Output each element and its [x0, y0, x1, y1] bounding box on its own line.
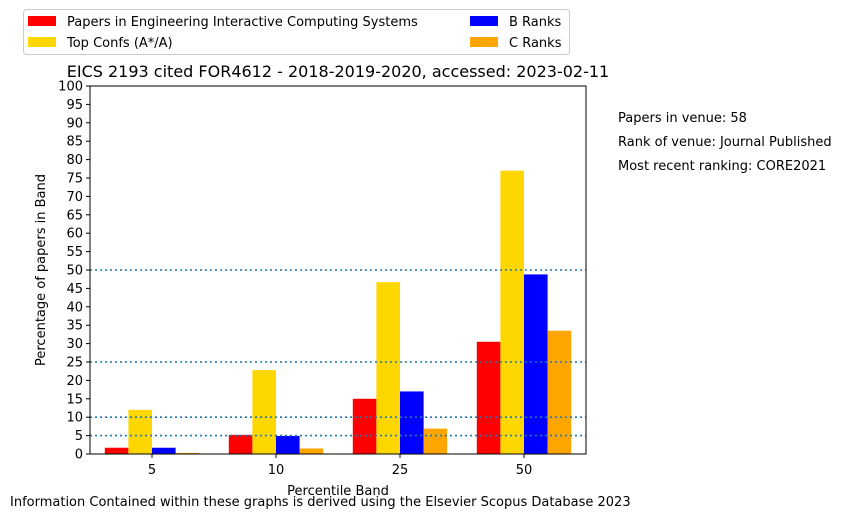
legend-swatch — [28, 16, 56, 26]
y-tick-label: 90 — [66, 116, 83, 131]
y-tick-label: 0 — [75, 448, 83, 463]
y-tick-label: 30 — [66, 337, 83, 352]
bar-b-ranks-50 — [524, 274, 548, 454]
x-tick-label: 5 — [148, 463, 156, 478]
bar-top-confs-a-a--50 — [500, 170, 524, 454]
x-tick-label: 25 — [392, 463, 409, 478]
y-tick-label: 85 — [66, 135, 83, 150]
bar-c-ranks-5 — [175, 452, 200, 454]
bar-top-confs-a-a--25 — [376, 282, 400, 454]
y-tick-label: 80 — [66, 153, 83, 168]
y-tick-label: 95 — [66, 98, 83, 113]
bar-c-ranks-10 — [299, 448, 324, 454]
legend: Papers in Engineering Interactive Comput… — [23, 9, 570, 55]
rank-of-venue-note: Rank of venue: Journal Published — [618, 135, 832, 150]
legend-swatch — [470, 37, 498, 47]
y-tick-label: 60 — [66, 227, 83, 242]
bar-top-confs-a-a--10 — [252, 370, 276, 454]
legend-swatch — [28, 37, 56, 47]
x-tick-label: 50 — [516, 463, 533, 478]
y-tick-label: 100 — [58, 80, 83, 95]
bar-b-ranks-10 — [276, 435, 300, 454]
bar-b-ranks-5 — [152, 447, 176, 454]
y-tick-label: 45 — [66, 282, 83, 297]
legend-label: Papers in Engineering Interactive Comput… — [67, 15, 418, 30]
axes-frame — [89, 85, 587, 455]
legend-box — [23, 9, 570, 55]
y-tick-label: 70 — [66, 190, 83, 205]
y-tick-label: 65 — [66, 208, 83, 223]
legend-entry: C Ranks — [470, 36, 562, 51]
plot-area: 5 10 25 50 0 5 10 15 20 25 30 35 40 45 50 55 60 65 70 75 80 8… — [58, 80, 587, 478]
y-tick-label: 10 — [66, 411, 83, 426]
bar-top-confs-a-a--5 — [128, 409, 152, 454]
legend-entry: Papers in Engineering Interactive Comput… — [28, 15, 418, 30]
y-tick-label: 75 — [66, 172, 83, 187]
legend-entry: B Ranks — [470, 15, 562, 30]
y-tick-label: 40 — [66, 300, 83, 315]
y-tick-label: 20 — [66, 374, 83, 389]
y-tick-label: 25 — [66, 356, 83, 371]
bar-c-ranks-25 — [423, 428, 448, 454]
legend-swatch — [470, 16, 498, 26]
y-tick-label: 35 — [66, 319, 83, 334]
bar-papers-in-engineering-interactive-computing-systems-50 — [476, 341, 501, 454]
papers-in-venue-note: Papers in venue: 58 — [618, 111, 747, 126]
x-tick-label: 10 — [268, 463, 285, 478]
bar-b-ranks-25 — [400, 391, 424, 454]
legend-entry: Top Confs (A*/A) — [28, 36, 173, 51]
y-axis-label: Percentage of papers in Band — [34, 174, 49, 366]
legend-label: Top Confs (A*/A) — [66, 36, 173, 51]
chart-title: EICS 2193 cited FOR4612 - 2018-2019-2020… — [67, 62, 609, 81]
y-tick-label: 50 — [66, 264, 83, 279]
y-tick-label: 5 — [75, 429, 83, 444]
bar-papers-in-engineering-interactive-computing-systems-10 — [228, 434, 253, 454]
data-source-footer: Information Contained within these graph… — [10, 495, 631, 510]
y-tick-label: 15 — [66, 392, 83, 407]
y-tick-label: 55 — [66, 245, 83, 260]
bar-papers-in-engineering-interactive-computing-systems-25 — [352, 398, 377, 454]
x-axis-label: Percentile Band — [287, 484, 389, 499]
legend-label: C Ranks — [509, 36, 562, 51]
legend-label: B Ranks — [509, 15, 562, 30]
bar-papers-in-engineering-interactive-computing-systems-5 — [104, 447, 129, 454]
most-recent-ranking-note: Most recent ranking: CORE2021 — [618, 159, 827, 174]
